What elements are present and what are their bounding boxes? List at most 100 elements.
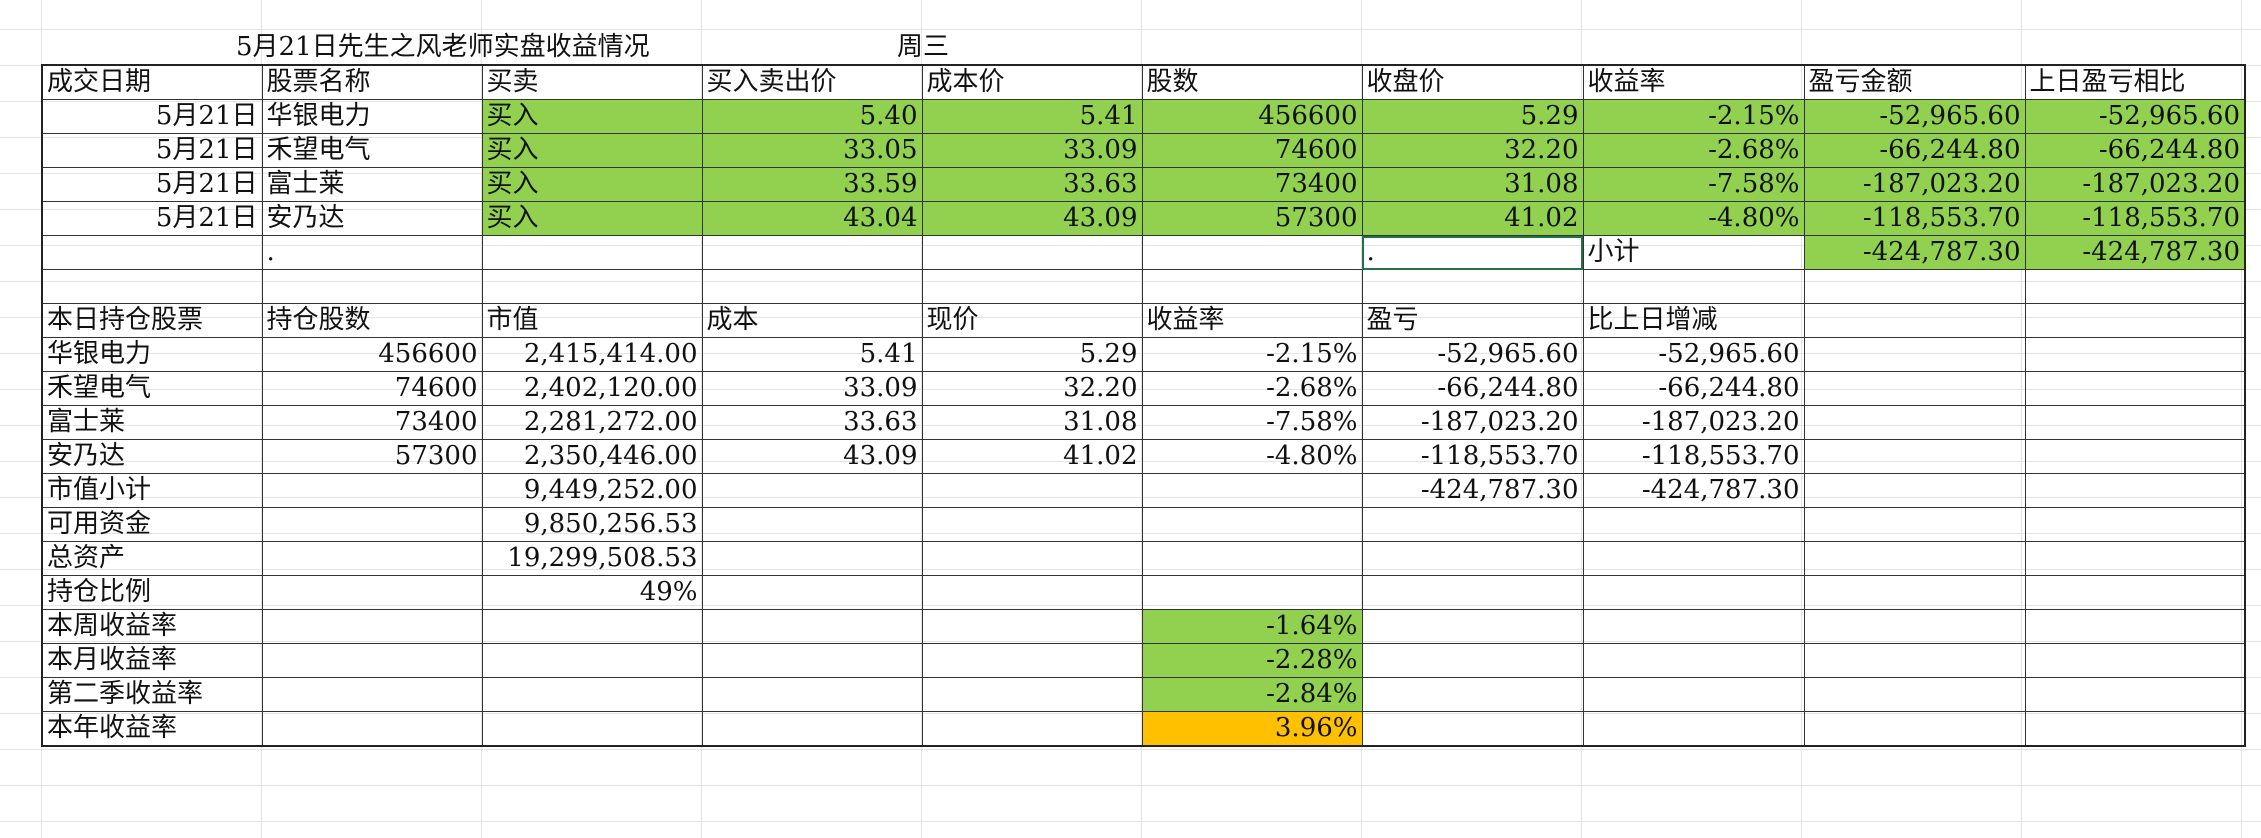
cost-price[interactable]: 5.41 [921,99,1143,134]
trade-price[interactable]: 33.05 [701,133,923,168]
share-count[interactable]: 456600 [1141,99,1363,134]
holding-vs-prev[interactable]: -118,553.70 [1582,439,1805,474]
empty-cell[interactable] [1361,575,1584,610]
trade-side[interactable]: 买入 [481,133,703,168]
empty-cell[interactable] [481,235,703,270]
empty-cell[interactable] [1803,609,2026,644]
holding-pnl[interactable]: -66,244.80 [1361,371,1584,406]
holding-pnl[interactable]: -187,023.20 [1361,405,1584,440]
empty-cell[interactable] [1141,507,1363,542]
stock-name[interactable]: 华银电力 [261,99,483,134]
empty-cell[interactable] [1141,541,1363,576]
stock-name[interactable]: 富士莱 [261,167,483,202]
empty-cell[interactable] [921,643,1143,678]
trade-price[interactable]: 5.40 [701,99,923,134]
close-price[interactable]: 31.08 [1361,167,1584,202]
stock-name[interactable]: 安乃达 [261,201,483,236]
header-cell[interactable]: 比上日增减 [1582,303,1805,338]
empty-cell[interactable] [1803,439,2026,474]
empty-cell[interactable] [1582,575,1805,610]
empty-cell[interactable] [1361,711,1584,747]
empty-cell[interactable] [921,235,1143,270]
holding-return-rate[interactable]: -2.15% [1141,337,1363,372]
return-rate[interactable]: -2.68% [1582,133,1805,168]
empty-cell[interactable] [261,643,483,678]
empty-cell[interactable] [2024,269,2246,304]
return-rate[interactable]: -2.15% [1582,99,1805,134]
subtotal-dot[interactable]: . [261,235,483,270]
cost-price[interactable]: 33.63 [921,167,1143,202]
holding-name[interactable]: 安乃达 [41,439,263,474]
holding-cost[interactable]: 33.09 [701,371,923,406]
sheet-title[interactable]: 5月21日先生之风老师实盘收益情况 [236,32,650,62]
close-price[interactable]: 41.02 [1361,201,1584,236]
market-value-subtotal-pnl[interactable]: -424,787.30 [1361,473,1584,508]
market-value-subtotal[interactable]: 9,449,252.00 [481,473,703,508]
empty-cell[interactable] [701,473,923,508]
pnl-amount[interactable]: -118,553.70 [1803,201,2026,236]
available-funds-label[interactable]: 可用资金 [41,507,263,542]
empty-cell[interactable] [1582,507,1805,542]
share-count[interactable]: 57300 [1141,201,1363,236]
empty-cell[interactable] [1582,677,1805,712]
total-assets-value[interactable]: 19,299,508.53 [481,541,703,576]
quarterly-return-value[interactable]: -2.84% [1141,677,1363,712]
empty-cell[interactable] [1582,541,1805,576]
empty-cell[interactable] [2024,541,2246,576]
empty-cell[interactable] [701,507,923,542]
trade-side[interactable]: 买入 [481,167,703,202]
holding-shares[interactable]: 74600 [261,371,483,406]
empty-cell[interactable] [701,575,923,610]
cost-price[interactable]: 33.09 [921,133,1143,168]
return-rate[interactable]: -7.58% [1582,167,1805,202]
empty-cell[interactable] [1582,609,1805,644]
header-cell[interactable]: 本日持仓股票 [41,303,263,338]
empty-cell[interactable] [1582,711,1805,747]
weekly-return-label[interactable]: 本周收益率 [41,609,263,644]
pnl-amount[interactable]: -52,965.60 [1803,99,2026,134]
empty-cell[interactable] [1803,541,2026,576]
header-cell[interactable]: 收盘价 [1361,64,1584,100]
header-cell[interactable]: 盈亏 [1361,303,1584,338]
empty-cell[interactable] [1361,507,1584,542]
header-cell[interactable]: 现价 [921,303,1143,338]
empty-cell[interactable] [2024,609,2246,644]
holding-cost[interactable]: 33.63 [701,405,923,440]
empty-cell[interactable] [1803,575,2026,610]
header-cell[interactable]: 成交日期 [41,64,263,100]
empty-cell[interactable] [701,609,923,644]
trade-price[interactable]: 43.04 [701,201,923,236]
trade-side[interactable]: 买入 [481,99,703,134]
holding-pnl[interactable]: -52,965.60 [1361,337,1584,372]
header-cell[interactable]: 买入卖出价 [701,64,923,100]
empty-cell[interactable] [1803,269,2026,304]
empty-cell[interactable] [1803,507,2026,542]
empty-cell[interactable] [2024,405,2246,440]
stock-name[interactable]: 禾望电气 [261,133,483,168]
empty-cell[interactable] [1582,643,1805,678]
available-funds-value[interactable]: 9,850,256.53 [481,507,703,542]
pnl-amount[interactable]: -66,244.80 [1803,133,2026,168]
trade-date[interactable]: 5月21日 [41,99,263,134]
holding-name[interactable]: 禾望电气 [41,371,263,406]
header-cell[interactable]: 成本 [701,303,923,338]
empty-cell[interactable] [701,677,923,712]
pnl-amount[interactable]: -187,023.20 [1803,167,2026,202]
yearly-return-value[interactable]: 3.96% [1141,711,1363,747]
empty-cell[interactable] [2024,473,2246,508]
cost-price[interactable]: 43.09 [921,201,1143,236]
empty-cell[interactable] [41,269,263,304]
empty-cell[interactable] [1803,473,2026,508]
empty-cell[interactable] [921,269,1143,304]
holding-vs-prev[interactable]: -187,023.20 [1582,405,1805,440]
header-cell[interactable]: 市值 [481,303,703,338]
trade-date[interactable]: 5月21日 [41,133,263,168]
empty-cell[interactable] [1803,371,2026,406]
holding-current-price[interactable]: 32.20 [921,371,1143,406]
weekly-return-value[interactable]: -1.64% [1141,609,1363,644]
empty-cell[interactable] [481,677,703,712]
header-cell[interactable]: 盈亏金额 [1803,64,2026,100]
holding-vs-prev[interactable]: -52,965.60 [1582,337,1805,372]
yearly-return-label[interactable]: 本年收益率 [41,711,263,747]
empty-cell[interactable] [1803,405,2026,440]
